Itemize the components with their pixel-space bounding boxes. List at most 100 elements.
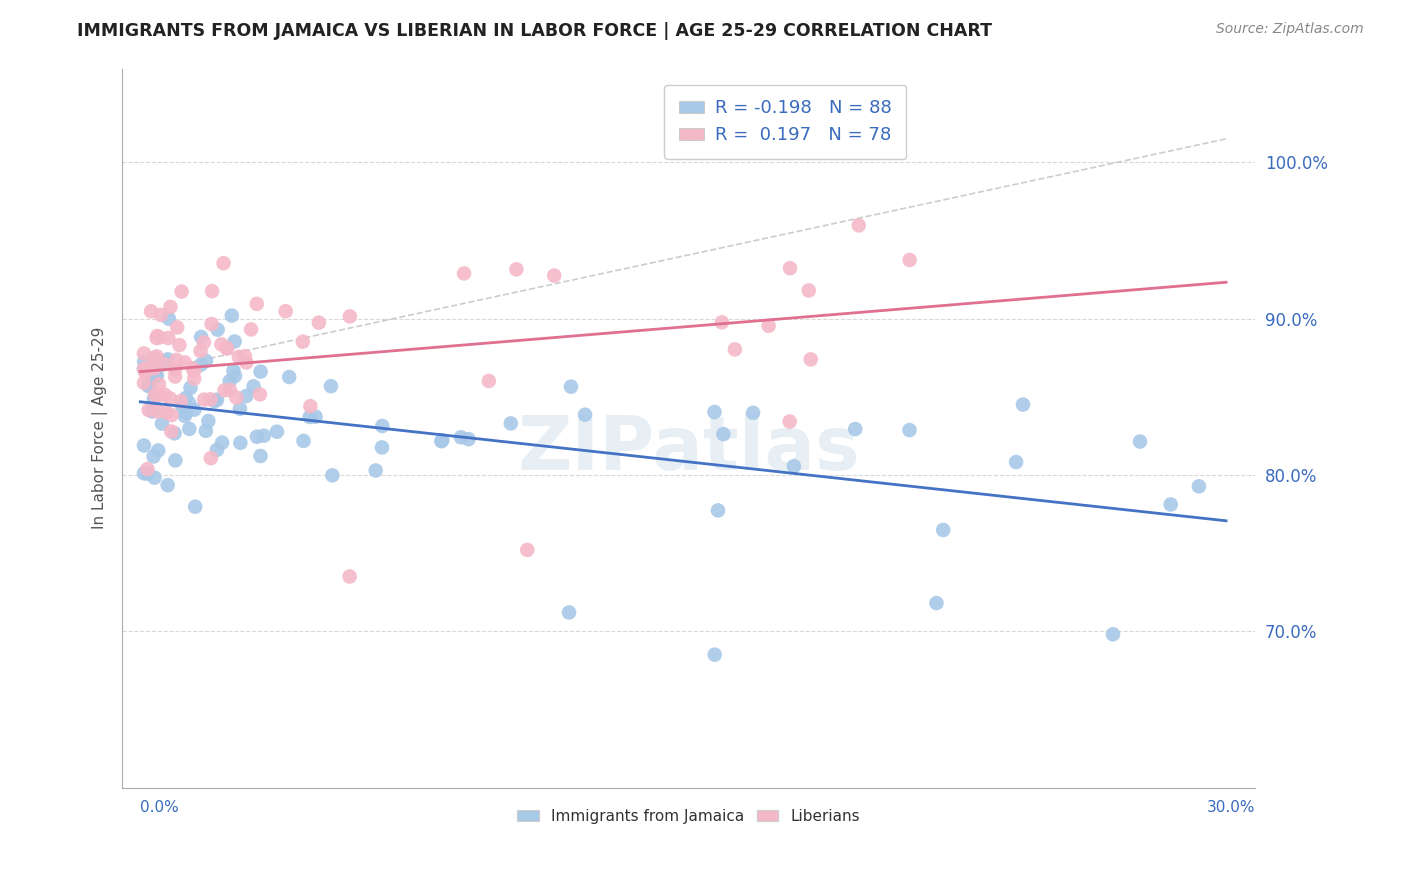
- Point: [221, 309, 243, 323]
- Point: [209, 337, 232, 351]
- Point: [574, 408, 596, 422]
- Point: [240, 322, 263, 336]
- Point: [174, 406, 197, 420]
- Point: [132, 376, 155, 390]
- Point: [710, 315, 733, 329]
- Point: [214, 384, 236, 398]
- Point: [453, 267, 475, 281]
- Point: [222, 364, 245, 378]
- Point: [703, 405, 725, 419]
- Point: [190, 358, 212, 372]
- Point: [150, 417, 173, 431]
- Point: [319, 379, 342, 393]
- Point: [278, 370, 301, 384]
- Point: [932, 523, 955, 537]
- Point: [724, 343, 747, 357]
- Point: [432, 434, 454, 448]
- Point: [783, 459, 806, 474]
- Text: 0.0%: 0.0%: [141, 800, 179, 815]
- Point: [800, 352, 823, 367]
- Point: [205, 392, 228, 407]
- Point: [165, 369, 187, 384]
- Point: [707, 503, 730, 517]
- Point: [371, 419, 394, 434]
- Point: [339, 569, 361, 583]
- Point: [170, 285, 193, 299]
- Point: [145, 331, 167, 345]
- Point: [266, 425, 288, 439]
- Point: [142, 450, 165, 464]
- Point: [321, 468, 343, 483]
- Point: [174, 391, 197, 405]
- Point: [200, 392, 222, 407]
- Point: [160, 408, 183, 422]
- Point: [1188, 479, 1211, 493]
- Point: [1129, 434, 1152, 449]
- Point: [159, 300, 181, 314]
- Point: [190, 344, 212, 359]
- Point: [844, 422, 866, 436]
- Point: [224, 334, 246, 349]
- Point: [215, 341, 238, 355]
- Point: [163, 362, 186, 376]
- Point: [848, 219, 870, 233]
- Point: [163, 426, 186, 441]
- Point: [205, 442, 228, 457]
- Point: [136, 467, 159, 481]
- Point: [558, 606, 581, 620]
- Point: [249, 449, 271, 463]
- Point: [233, 349, 256, 363]
- Point: [543, 268, 565, 283]
- Point: [212, 256, 235, 270]
- Point: [235, 389, 257, 403]
- Point: [249, 387, 271, 401]
- Point: [225, 391, 247, 405]
- Point: [898, 252, 921, 267]
- Text: ZIPatlas: ZIPatlas: [517, 413, 860, 486]
- Point: [516, 543, 538, 558]
- Point: [224, 368, 246, 383]
- Point: [1102, 627, 1125, 641]
- Point: [194, 424, 217, 438]
- Point: [291, 334, 314, 349]
- Point: [132, 361, 155, 376]
- Point: [170, 394, 193, 409]
- Text: 30.0%: 30.0%: [1206, 800, 1256, 815]
- Point: [235, 355, 257, 369]
- Point: [157, 331, 180, 345]
- Point: [139, 378, 162, 392]
- Point: [703, 648, 725, 662]
- Point: [155, 355, 177, 369]
- Point: [136, 462, 159, 476]
- Point: [141, 404, 163, 418]
- Point: [505, 262, 527, 277]
- Point: [218, 374, 240, 388]
- Point: [149, 308, 172, 322]
- Point: [430, 434, 453, 449]
- Point: [211, 435, 233, 450]
- Point: [132, 346, 155, 360]
- Point: [138, 379, 160, 393]
- Point: [560, 380, 582, 394]
- Point: [197, 414, 219, 428]
- Point: [219, 383, 242, 397]
- Point: [138, 403, 160, 417]
- Point: [145, 355, 167, 369]
- Text: IMMIGRANTS FROM JAMAICA VS LIBERIAN IN LABOR FORCE | AGE 25-29 CORRELATION CHART: IMMIGRANTS FROM JAMAICA VS LIBERIAN IN L…: [77, 22, 993, 40]
- Point: [758, 318, 780, 333]
- Point: [207, 323, 229, 337]
- Point: [1160, 498, 1182, 512]
- Point: [201, 284, 224, 298]
- Point: [148, 443, 170, 458]
- Point: [183, 402, 205, 417]
- Point: [169, 338, 191, 352]
- Point: [155, 405, 177, 419]
- Point: [143, 470, 166, 484]
- Point: [132, 438, 155, 452]
- Point: [183, 372, 205, 386]
- Point: [711, 427, 734, 442]
- Point: [193, 335, 215, 350]
- Point: [138, 360, 160, 375]
- Point: [143, 351, 166, 365]
- Point: [145, 350, 167, 364]
